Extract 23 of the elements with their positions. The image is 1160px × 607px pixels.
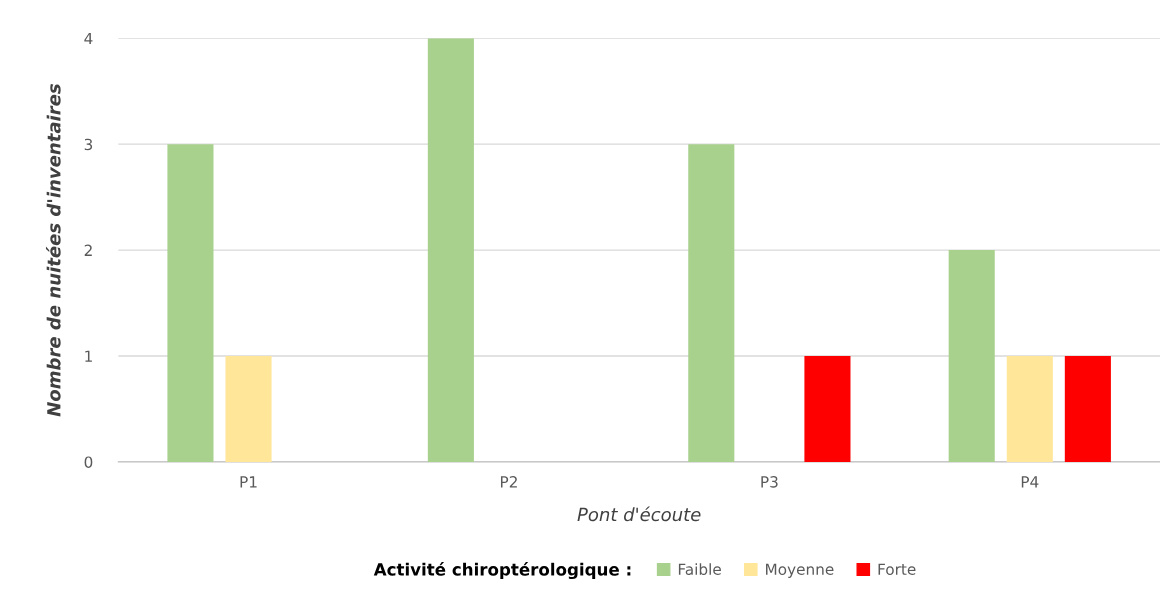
legend-label: Forte <box>878 563 916 576</box>
y-tick-label: 1 <box>85 350 92 362</box>
legend-title: Activité chiroptérologique : <box>373 562 631 580</box>
bar <box>427 38 474 462</box>
x-tick-label: P3 <box>761 476 778 488</box>
bar <box>225 356 272 462</box>
x-tick-label: P4 <box>1021 476 1039 488</box>
x-axis-title: Pont d'écoute <box>577 506 701 522</box>
y-tick-label: 2 <box>84 244 92 256</box>
x-tick-label: P1 <box>240 476 257 488</box>
x-tick-label: P2 <box>500 476 517 488</box>
y-axis-title: Nombre de nuitées d'inventaires <box>45 83 61 417</box>
y-tick-label: 4 <box>84 32 93 45</box>
bar <box>804 356 851 462</box>
legend-label: Moyenne <box>766 563 834 578</box>
y-tick-label: 0 <box>84 456 93 468</box>
y-tick-label: 3 <box>84 138 93 151</box>
bar <box>1064 356 1111 462</box>
bar <box>688 144 735 462</box>
bar <box>948 250 995 462</box>
bar <box>167 144 214 462</box>
legend-label: Faible <box>678 563 721 576</box>
bar <box>1006 356 1053 462</box>
